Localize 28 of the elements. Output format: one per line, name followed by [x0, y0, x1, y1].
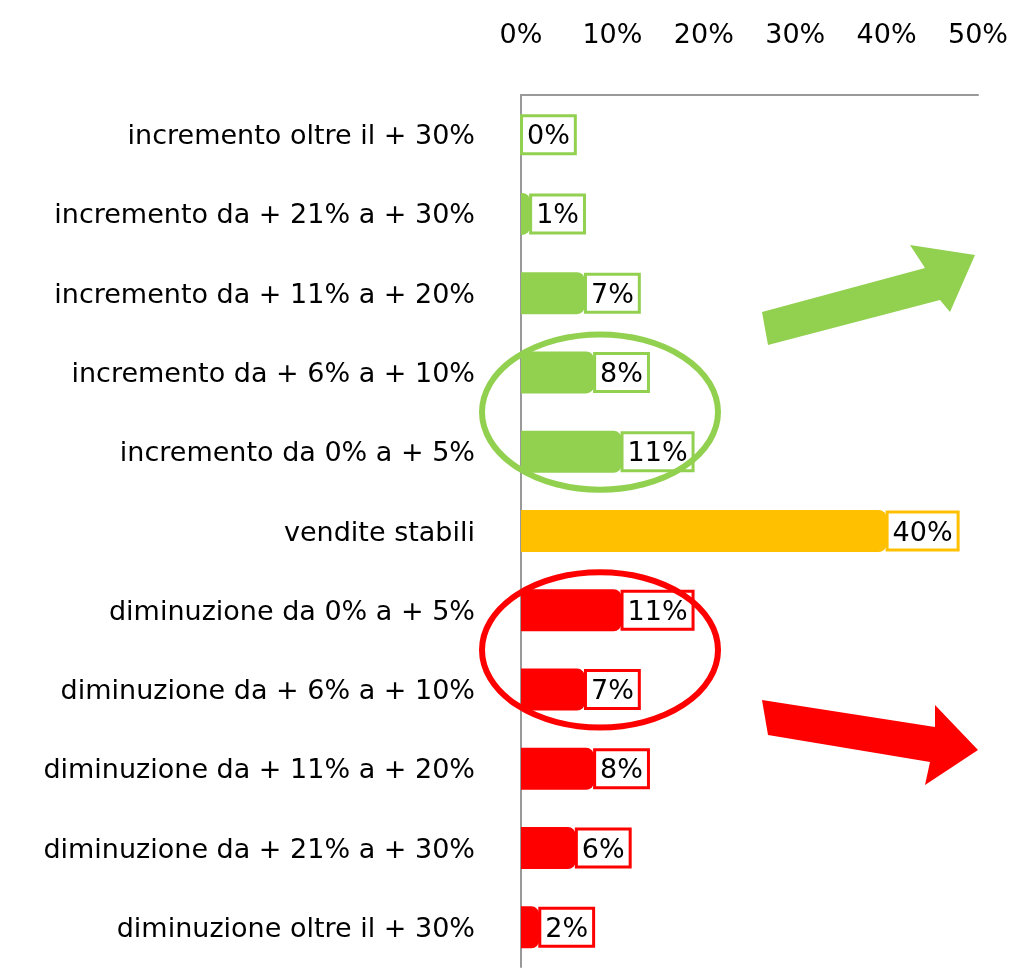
y-tick-label: diminuzione da + 21% a + 30% — [43, 832, 475, 864]
data-label: 8% — [600, 753, 643, 785]
y-tick-label: incremento oltre il + 30% — [127, 119, 475, 151]
y-tick-label: diminuzione da + 6% a + 10% — [60, 674, 475, 706]
y-tick-label: incremento da + 11% a + 20% — [54, 277, 475, 309]
data-label: 11% — [627, 594, 688, 626]
x-tick-label: 0% — [499, 18, 543, 49]
y-tick-label: vendite stabili — [284, 515, 475, 547]
y-tick-label: incremento da + 6% a + 10% — [71, 356, 475, 388]
data-label: 7% — [590, 674, 634, 706]
x-tick-label: 30% — [765, 18, 826, 49]
data-label: 0% — [527, 119, 570, 151]
y-tick-label: diminuzione da 0% a + 5% — [108, 594, 475, 626]
data-label: 40% — [892, 515, 953, 547]
data-label: 6% — [581, 832, 625, 864]
y-tick-label: incremento da + 21% a + 30% — [54, 198, 475, 230]
data-label: 2% — [545, 911, 589, 943]
x-tick-label: 20% — [673, 18, 734, 49]
data-label: 1% — [536, 198, 579, 230]
y-tick-label: incremento da 0% a + 5% — [119, 436, 475, 468]
x-tick-label: 40% — [856, 18, 917, 49]
data-label: 8% — [600, 356, 643, 388]
x-tick-label: 10% — [582, 18, 643, 49]
data-label: 11% — [627, 436, 688, 468]
y-tick-label: diminuzione oltre il + 30% — [116, 911, 475, 943]
y-tick-label: diminuzione da + 11% a + 20% — [43, 753, 475, 785]
x-tick-label: 50% — [947, 18, 1009, 49]
data-label: 7% — [590, 277, 634, 309]
